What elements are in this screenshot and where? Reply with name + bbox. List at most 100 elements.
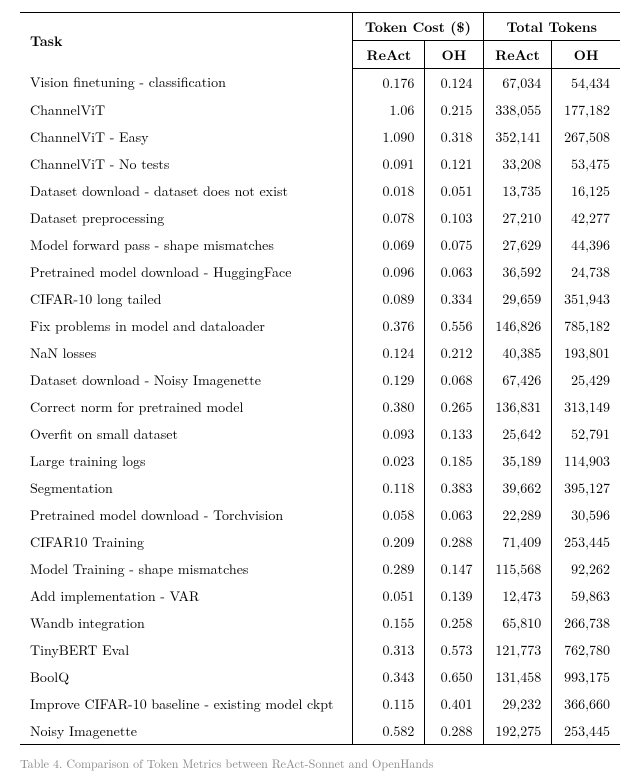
task-cell: Improve CIFAR-10 baseline - existing mod… [20,690,353,717]
num-cell: 33,208 [483,150,552,177]
num-cell: 177,182 [552,96,620,123]
table-row: Pretrained model download - HuggingFace0… [20,258,620,285]
task-cell: Dataset download - Noisy Imagenette [20,366,353,393]
table-row: CIFAR10 Training0.2090.28871,409253,445 [20,528,620,555]
header-tokens-react: ReAct [483,41,552,69]
task-cell: CIFAR10 Training [20,528,353,555]
num-cell: 0.176 [353,69,425,97]
table-row: ChannelViT - No tests0.0910.12133,20853,… [20,150,620,177]
num-cell: 0.121 [425,150,483,177]
num-cell: 67,034 [483,69,552,97]
num-cell: 0.334 [425,285,483,312]
num-cell: 0.063 [425,501,483,528]
num-cell: 22,289 [483,501,552,528]
num-cell: 114,903 [552,447,620,474]
table-row: Correct norm for pretrained model0.3800.… [20,393,620,420]
task-cell: Pretrained model download - HuggingFace [20,258,353,285]
task-cell: Wandb integration [20,609,353,636]
table-row: Large training logs0.0230.18535,189114,9… [20,447,620,474]
header-group-cost: Token Cost ($) [353,13,483,41]
num-cell: 0.556 [425,312,483,339]
num-cell: 36,592 [483,258,552,285]
num-cell: 0.129 [353,366,425,393]
task-cell: ChannelViT [20,96,353,123]
num-cell: 39,662 [483,474,552,501]
task-cell: Overfit on small dataset [20,420,353,447]
num-cell: 366,660 [552,690,620,717]
num-cell: 0.383 [425,474,483,501]
table-row: Dataset preprocessing0.0780.10327,21042,… [20,204,620,231]
num-cell: 0.051 [425,177,483,204]
num-cell: 351,943 [552,285,620,312]
task-cell: Noisy Imagenette [20,717,353,745]
task-cell: NaN losses [20,339,353,366]
num-cell: 0.185 [425,447,483,474]
num-cell: 0.023 [353,447,425,474]
num-cell: 313,149 [552,393,620,420]
num-cell: 193,801 [552,339,620,366]
header-tokens-oh: OH [552,41,620,69]
num-cell: 53,475 [552,150,620,177]
table-row: Segmentation0.1180.38339,662395,127 [20,474,620,501]
num-cell: 0.215 [425,96,483,123]
num-cell: 0.318 [425,123,483,150]
num-cell: 0.380 [353,393,425,420]
task-cell: Large training logs [20,447,353,474]
num-cell: 0.265 [425,393,483,420]
table-row: Dataset download - dataset does not exis… [20,177,620,204]
table-row: Wandb integration0.1550.25865,810266,738 [20,609,620,636]
table-row: Improve CIFAR-10 baseline - existing mod… [20,690,620,717]
num-cell: 993,175 [552,663,620,690]
num-cell: 0.096 [353,258,425,285]
table-row: Dataset download - Noisy Imagenette0.129… [20,366,620,393]
num-cell: 0.068 [425,366,483,393]
num-cell: 253,445 [552,528,620,555]
num-cell: 121,773 [483,636,552,663]
task-cell: TinyBERT Eval [20,636,353,663]
num-cell: 13,735 [483,177,552,204]
table-row: Model forward pass - shape mismatches0.0… [20,231,620,258]
num-cell: 115,568 [483,555,552,582]
num-cell: 0.139 [425,582,483,609]
num-cell: 27,210 [483,204,552,231]
num-cell: 0.147 [425,555,483,582]
num-cell: 0.209 [353,528,425,555]
num-cell: 0.288 [425,528,483,555]
num-cell: 0.573 [425,636,483,663]
task-cell: Add implementation - VAR [20,582,353,609]
num-cell: 0.124 [353,339,425,366]
task-cell: Dataset preprocessing [20,204,353,231]
num-cell: 762,780 [552,636,620,663]
num-cell: 0.582 [353,717,425,745]
num-cell: 0.289 [353,555,425,582]
num-cell: 785,182 [552,312,620,339]
num-cell: 25,642 [483,420,552,447]
table-row: CIFAR-10 long tailed0.0890.33429,659351,… [20,285,620,312]
num-cell: 35,189 [483,447,552,474]
num-cell: 136,831 [483,393,552,420]
num-cell: 52,791 [552,420,620,447]
table-row: BoolQ0.3430.650131,458993,175 [20,663,620,690]
task-cell: ChannelViT - No tests [20,150,353,177]
num-cell: 0.115 [353,690,425,717]
table-row: Vision finetuning - classification0.1760… [20,69,620,97]
num-cell: 40,385 [483,339,552,366]
num-cell: 352,141 [483,123,552,150]
num-cell: 24,738 [552,258,620,285]
header-cost-react: ReAct [353,41,425,69]
num-cell: 0.063 [425,258,483,285]
num-cell: 146,826 [483,312,552,339]
task-cell: CIFAR-10 long tailed [20,285,353,312]
num-cell: 1.06 [353,96,425,123]
num-cell: 42,277 [552,204,620,231]
num-cell: 0.103 [425,204,483,231]
header-group-tokens: Total Tokens [483,13,620,41]
num-cell: 0.288 [425,717,483,745]
num-cell: 0.075 [425,231,483,258]
num-cell: 92,262 [552,555,620,582]
num-cell: 27,629 [483,231,552,258]
table-row: Fix problems in model and dataloader0.37… [20,312,620,339]
num-cell: 71,409 [483,528,552,555]
table-row: ChannelViT1.060.215338,055177,182 [20,96,620,123]
table-row: ChannelViT - Easy1.0900.318352,141267,50… [20,123,620,150]
